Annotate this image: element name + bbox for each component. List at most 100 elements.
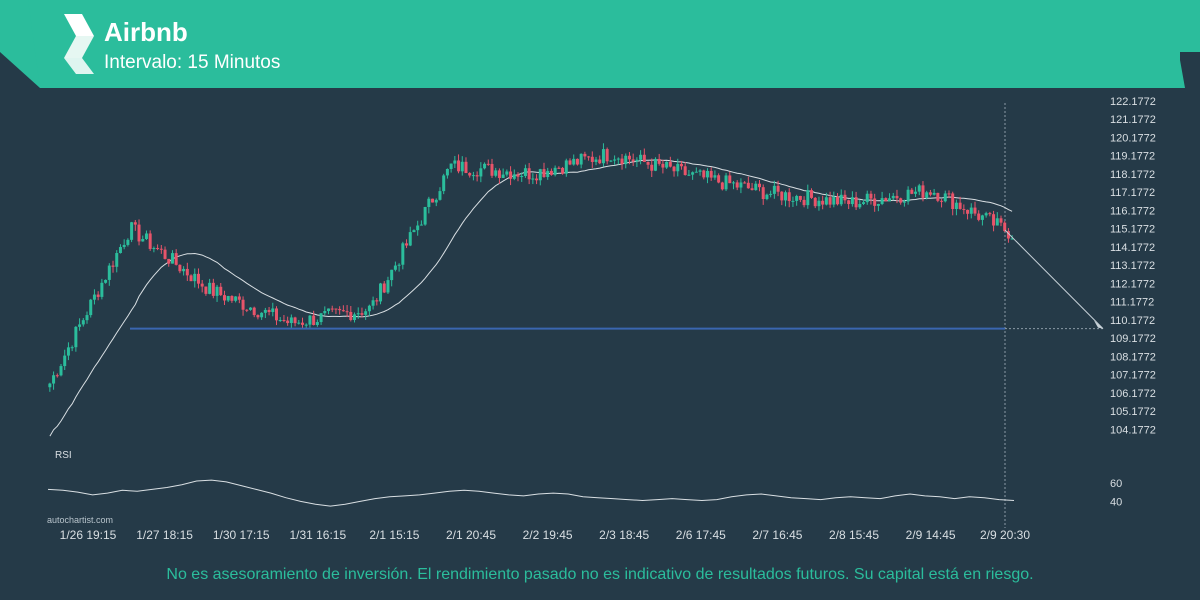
- candle: [523, 164, 527, 178]
- candle-body: [921, 185, 925, 198]
- candle: [48, 382, 52, 392]
- candle: [843, 190, 847, 204]
- candle: [958, 196, 962, 210]
- candle-body: [170, 253, 174, 264]
- candle-body: [360, 313, 364, 315]
- candle: [914, 186, 918, 197]
- candle: [862, 199, 866, 206]
- candle-body: [286, 320, 290, 324]
- candle-body: [512, 174, 516, 179]
- candle: [167, 258, 171, 267]
- candle-body: [858, 203, 862, 208]
- candle-body: [182, 268, 186, 272]
- y-tick-label: 110.1772: [1110, 315, 1155, 327]
- candle-body: [174, 253, 178, 265]
- candle-body: [523, 168, 527, 176]
- candle-body: [962, 208, 966, 210]
- candle-body: [345, 311, 349, 313]
- candle-body: [66, 347, 70, 356]
- candle-body: [297, 322, 301, 324]
- candle: [248, 307, 252, 311]
- forecast-arrow-head: [1094, 320, 1103, 329]
- candle-body: [434, 199, 438, 203]
- candle: [572, 154, 576, 166]
- candle: [100, 278, 104, 300]
- candle-body: [731, 182, 735, 184]
- x-tick-label: 2/3 18:45: [599, 528, 649, 542]
- candle: [542, 162, 546, 178]
- candle-body: [226, 295, 230, 301]
- candle: [330, 305, 334, 313]
- y-tick-label: 109.1772: [1110, 333, 1156, 345]
- candle: [133, 220, 137, 231]
- candle-body: [702, 170, 706, 178]
- candle: [627, 152, 631, 165]
- candle: [705, 168, 709, 184]
- candle-body: [980, 215, 984, 220]
- candle: [784, 190, 788, 207]
- candle: [928, 189, 932, 197]
- candle-body: [438, 191, 442, 200]
- candle-body: [356, 313, 360, 315]
- candle-body: [479, 168, 483, 177]
- candle: [888, 193, 892, 202]
- candle: [557, 166, 561, 169]
- candle: [483, 162, 487, 170]
- candle-body: [375, 300, 379, 302]
- interval-subtitle: Intervalo: 15 Minutos: [104, 52, 281, 73]
- candle-body: [995, 218, 999, 226]
- x-tick-label: 2/8 15:45: [829, 528, 879, 542]
- candle-body: [561, 167, 565, 174]
- x-tick-label: 2/1 20:45: [446, 528, 496, 542]
- candle: [810, 188, 814, 199]
- candle: [59, 364, 63, 377]
- candle: [527, 163, 531, 185]
- candle-body: [676, 163, 680, 172]
- candle-body: [902, 201, 906, 203]
- candle-body: [118, 247, 122, 254]
- candle-body: [382, 283, 386, 293]
- candle-body: [810, 190, 814, 198]
- candle: [405, 239, 409, 249]
- candle: [319, 313, 323, 325]
- candle-body: [679, 163, 683, 167]
- candle-body: [713, 175, 717, 178]
- candle: [642, 148, 646, 163]
- candle: [594, 156, 598, 166]
- candle: [702, 169, 706, 180]
- candle: [219, 282, 223, 297]
- candle: [360, 307, 364, 318]
- candle-body: [234, 296, 238, 301]
- candle: [772, 180, 776, 199]
- candle: [245, 309, 249, 313]
- candle-body: [401, 243, 405, 265]
- candle-body: [364, 311, 368, 315]
- x-tick-label: 2/1 15:15: [369, 528, 419, 542]
- candle-body: [122, 244, 126, 248]
- x-tick-label: 1/31 16:15: [289, 528, 346, 542]
- autochartist-logo-icon: [64, 14, 94, 74]
- candle: [315, 319, 319, 327]
- candle-body: [620, 158, 624, 165]
- candle-body: [159, 248, 163, 250]
- candle: [624, 153, 628, 169]
- candle-body: [824, 197, 828, 205]
- candle-body: [505, 171, 509, 175]
- candle: [646, 161, 650, 169]
- candle-body: [115, 253, 119, 267]
- candle: [408, 226, 412, 247]
- candle: [252, 306, 256, 318]
- candle: [286, 316, 290, 326]
- candle-body: [85, 315, 89, 321]
- x-tick-label: 1/26 19:15: [60, 528, 117, 542]
- y-tick-label: 112.1772: [1110, 278, 1155, 290]
- candle: [364, 308, 368, 320]
- candle-body: [431, 198, 435, 203]
- candle-body: [163, 249, 167, 259]
- candle: [185, 262, 189, 281]
- candle: [683, 161, 687, 176]
- candle-body: [639, 154, 643, 160]
- candle-body: [449, 163, 453, 169]
- candle-body: [1003, 222, 1007, 232]
- candle: [237, 293, 241, 304]
